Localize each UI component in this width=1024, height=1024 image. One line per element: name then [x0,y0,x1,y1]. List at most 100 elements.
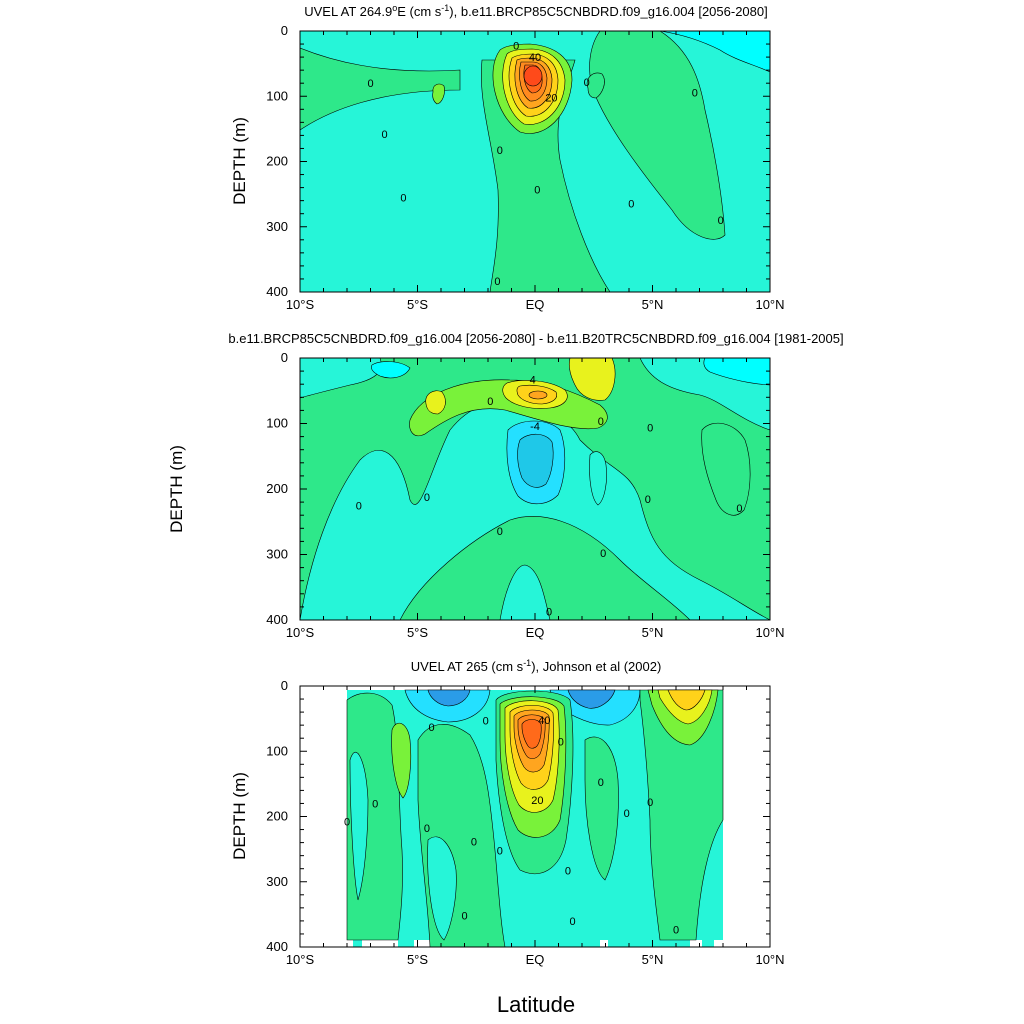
panel-3-y-label: DEPTH (m) [230,772,249,860]
y-tick-label: 0 [281,678,288,693]
panel-2-zero-deep-tongue [499,564,551,620]
contour-label: 20 [531,795,543,807]
panel-1-positive-east-patch [586,72,605,99]
contour-label: 0 [382,129,388,141]
figure-x-label: Latitude [497,992,575,1017]
contour-label: 0 [598,416,604,428]
contour-label: 0 [344,817,350,829]
x-tick-label: 10°S [286,625,315,640]
panel-2-positive-surface-east [568,358,616,401]
panel-1-x-axis: 10°S 5°S EQ 5°N 10°N [286,31,785,312]
panel-3-x-axis: 10°S 5°S EQ 5°N 10°N [286,686,785,967]
contour-label: 20 [545,93,557,105]
x-tick-label: 5°S [407,297,428,312]
y-tick-label: 100 [266,88,288,103]
panel-3-zero-mid-strip [427,836,457,941]
contour-label: 0 [584,77,590,89]
y-tick-label: 200 [266,481,288,496]
y-tick-label: 200 [266,809,288,824]
panel-2-positive-deep-east [399,516,691,620]
contour-label: 0 [628,198,634,210]
contour-label: 0 [471,836,477,848]
x-tick-label: 5°S [407,952,428,967]
contour-label: 0 [513,40,519,52]
contour-label: 4 [530,375,536,387]
contour-label: -4 [530,421,540,433]
panel-2-contour-labels: 0 0 0 0 0 0 0 0 0 0 4 -4 [356,375,743,619]
contour-label: 0 [647,797,653,809]
panel-1-contour-labels: 0 0 0 0 0 0 0 0 0 0 0 40 20 [367,40,723,288]
contour-label: 0 [424,492,430,504]
y-tick-label: 300 [266,219,288,234]
panel-1: UVEL AT 264.9oE (cm s-1), b.e11.BRCP85C5… [230,3,785,312]
panel-3-negative-core-west [427,689,471,707]
contour-label: 0 [494,276,500,288]
contour-label: 0 [565,866,571,878]
panel-3-positive-east-mid [584,736,619,881]
y-tick-label: 200 [266,154,288,169]
contour-label: 40 [538,715,550,727]
x-tick-label: 5°N [642,297,664,312]
contour-label: 0 [600,548,606,560]
y-tick-label: 400 [266,939,288,954]
y-tick-label: 0 [281,350,288,365]
contour-label: 0 [546,606,552,618]
x-tick-label: EQ [526,625,545,640]
contour-label: 0 [598,777,604,789]
contour-label: 0 [372,798,378,810]
y-tick-label: 400 [266,284,288,299]
contour-label: 0 [645,494,651,506]
contour-label: 0 [461,911,467,923]
x-tick-label: 10°N [755,625,784,640]
panel-2: b.e11.BRCP85C5CNBDRD.f09_g16.004 [2056-2… [167,331,844,640]
panel-2-neg-east-surface [703,358,770,386]
y-tick-label: 100 [266,416,288,431]
contour-label: 0 [570,916,576,928]
panel-3-zero-west-strip [349,751,369,901]
contour-label: 0 [624,808,630,820]
x-tick-label: 5°N [642,952,664,967]
x-tick-label: EQ [526,297,545,312]
panel-2-y-label: DEPTH (m) [167,445,186,533]
panel-2-positive-patch-west [425,390,446,415]
contour-label: 0 [356,500,362,512]
panel-3-title: UVEL AT 265 (cm s-1), Johnson et al (200… [411,658,662,674]
x-tick-label: 10°S [286,297,315,312]
panel-2-title: b.e11.BRCP85C5CNBDRD.f09_g16.004 [2056-2… [228,331,843,346]
contour-label: 0 [497,845,503,857]
panel-1-positive-small-south [432,83,445,105]
contour-label: 0 [487,396,493,408]
panel-2-y-axis: 0 100 200 300 4 0 0 [266,350,770,627]
panel-2-plot-area [300,358,770,620]
contour-label: 0 [558,736,564,748]
contour-label: 0 [483,716,489,728]
panel-3-east-surface-25 [667,689,706,711]
panel-3-positive-east-band [639,689,724,941]
x-tick-label: EQ [526,952,545,967]
contour-label: 0 [429,722,435,734]
x-tick-label: 5°N [642,625,664,640]
y-tick-label: 0 [281,23,288,38]
contour-label: 0 [736,503,742,515]
panel-2-positive-east-right [701,422,751,516]
contour-label: 0 [497,145,503,157]
contour-label: 0 [424,823,430,835]
panel-2-zero-east-lobe [589,451,607,506]
contour-label: 0 [718,215,724,227]
panel-3-plot-area [300,686,770,947]
contour-label: 40 [529,52,541,64]
panel-3-undercurrent-40 [521,719,542,749]
x-tick-label: 10°S [286,952,315,967]
y-tick-label: 100 [266,743,288,758]
panel-1-core-45 [523,65,543,87]
contour-label: 0 [497,526,503,538]
panel-1-y-label: DEPTH (m) [230,117,249,205]
contour-label: 0 [367,78,373,90]
y-tick-label: 300 [266,547,288,562]
contour-label: 0 [534,185,540,197]
contour-label: 0 [673,924,679,936]
panel-1-positive-region-south [300,47,461,131]
